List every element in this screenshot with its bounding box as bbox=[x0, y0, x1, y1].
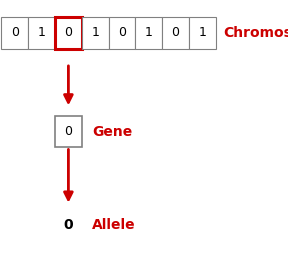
Text: Chromosome: Chromosome bbox=[223, 26, 288, 40]
Bar bbox=[28, 17, 55, 49]
Text: Gene: Gene bbox=[92, 124, 132, 139]
Text: 1: 1 bbox=[91, 26, 99, 39]
Text: 0: 0 bbox=[172, 26, 179, 39]
Text: 0: 0 bbox=[64, 218, 73, 232]
Bar bbox=[55, 116, 82, 147]
Bar bbox=[189, 17, 216, 49]
Text: 1: 1 bbox=[145, 26, 153, 39]
Text: Allele: Allele bbox=[92, 218, 135, 232]
Bar bbox=[82, 17, 109, 49]
Text: 0: 0 bbox=[118, 26, 126, 39]
Bar bbox=[162, 17, 189, 49]
Text: 0: 0 bbox=[65, 125, 72, 138]
Bar bbox=[1, 17, 28, 49]
Bar bbox=[135, 17, 162, 49]
Text: 1: 1 bbox=[198, 26, 206, 39]
Text: 1: 1 bbox=[38, 26, 46, 39]
Bar bbox=[55, 17, 82, 49]
Text: 0: 0 bbox=[11, 26, 19, 39]
Text: 0: 0 bbox=[65, 26, 72, 39]
Bar bbox=[109, 17, 135, 49]
